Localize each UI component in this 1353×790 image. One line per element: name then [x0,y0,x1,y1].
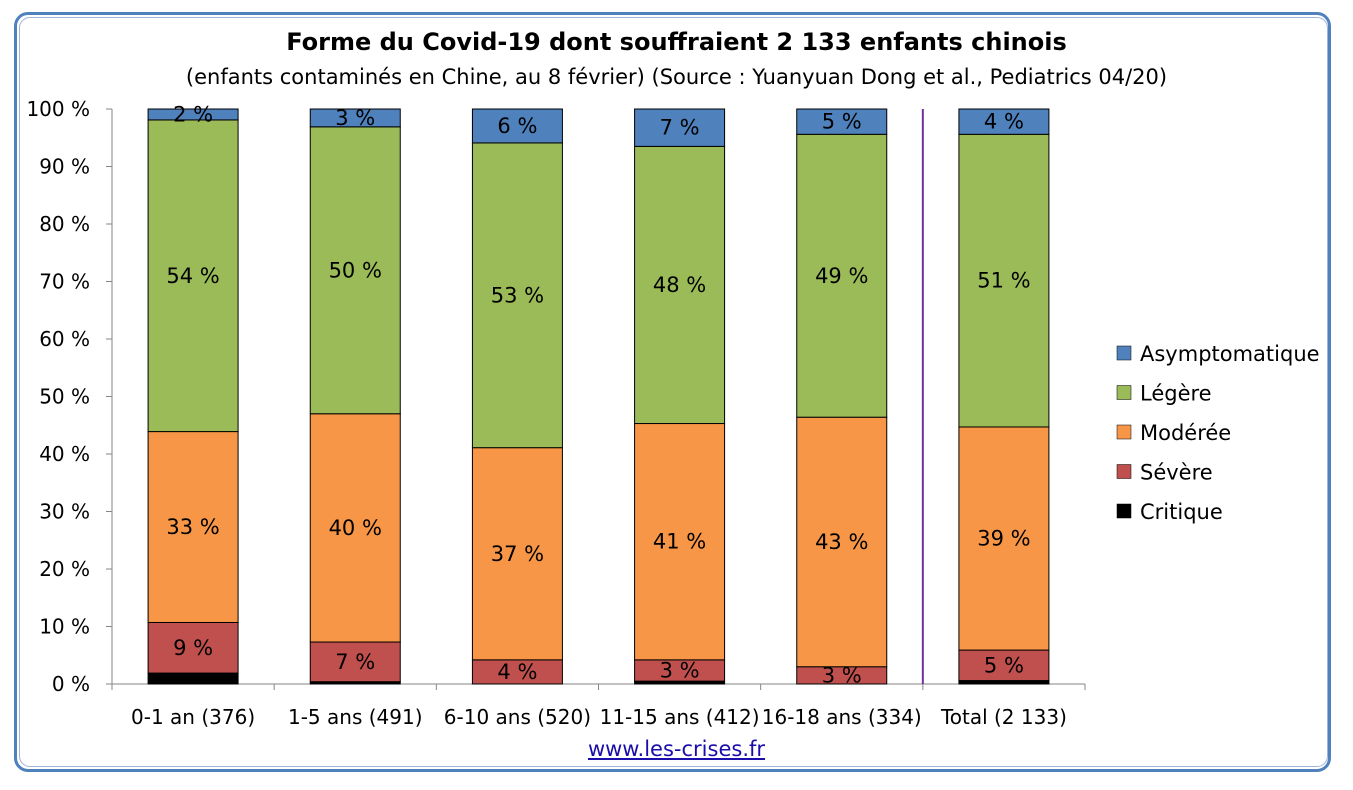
data-label: 33 % [166,515,219,539]
x-tick-label: Total (2 133) [940,705,1067,729]
chart-title: Forme du Covid-19 dont souffraient 2 133… [286,28,1067,56]
data-label: 51 % [977,269,1030,293]
legend-swatch [1116,464,1132,479]
data-label: 53 % [491,283,544,307]
bar-segment [634,108,726,147]
data-label: 41 % [653,530,706,554]
data-label: 5 % [984,653,1024,677]
data-label: 50 % [329,258,382,282]
data-label: 43 % [815,530,868,554]
data-label: 7 % [660,116,700,140]
bar-segment [309,126,401,415]
data-label: 49 % [815,264,868,288]
bar-segment [796,108,888,135]
bar-segment [634,423,726,661]
data-label: 6 % [497,114,537,138]
data-label: 3 % [660,658,700,682]
data-label: 5 % [822,110,862,134]
data-label: 4 % [497,660,537,684]
bar-segment [471,108,563,144]
bar-segment [796,133,888,418]
bar-segment [309,413,401,643]
data-label: 48 % [653,273,706,297]
legend-swatch [1116,424,1132,440]
legend-label: Modérée [1140,421,1231,445]
data-label: 37 % [491,542,544,566]
y-tick-label: 100 % [26,97,90,121]
bar-segment [958,133,1050,428]
bar-segment [309,641,401,683]
data-label: 54 % [166,264,219,288]
bar-segment [147,108,239,121]
legend-swatch [1116,503,1132,519]
data-label: 39 % [977,527,1030,551]
bar-segment [796,416,888,668]
bar-segment [634,145,726,425]
x-tick-label: 0-1 an (376) [131,705,255,729]
x-tick-label: 11-15 ans (412) [600,705,760,729]
data-label: 3 % [335,106,375,130]
chart-subtitle: (enfants contaminés en Chine, au 8 févri… [185,65,1168,89]
data-label: 2 % [173,102,213,126]
bar-segment [958,108,1050,135]
bar-segment [958,649,1050,682]
legend-label: Critique [1140,500,1223,524]
legend-label: Légère [1140,382,1212,406]
data-label: 9 % [173,636,213,660]
legend-label: Sévère [1140,461,1213,485]
bar-segment [471,659,563,685]
x-tick-label: 16-18 ans (334) [762,705,922,729]
bar-segment [309,108,401,128]
y-tick-label: 90 % [39,155,90,179]
x-tick-label: 6-10 ans (520) [444,705,591,729]
bar-segment [147,431,239,623]
x-tick-label: 1-5 ans (491) [288,705,423,729]
y-tick-label: 70 % [39,270,90,294]
y-tick-label: 30 % [39,500,90,524]
data-label: 7 % [335,650,375,674]
data-label: 3 % [822,663,862,687]
bar-segment [147,672,239,685]
bar-segment [471,142,563,449]
bar-segment [471,447,563,661]
bar-segment [147,119,239,433]
data-label: 40 % [329,516,382,540]
legend-swatch [1116,345,1132,361]
y-tick-label: 80 % [39,212,90,236]
y-tick-label: 40 % [39,442,90,466]
y-tick-label: 60 % [39,327,90,351]
legend-label: Asymptomatique [1140,342,1320,366]
bar-segment [958,426,1050,651]
source-link[interactable]: www.les-crises.fr [587,737,766,761]
data-label: 4 % [984,110,1024,134]
y-tick-label: 20 % [39,557,90,581]
legend-swatch [1116,385,1132,400]
y-tick-label: 10 % [39,615,90,639]
y-tick-label: 0 % [52,672,90,696]
y-tick-label: 50 % [39,385,90,409]
bar-segment [958,680,1050,685]
